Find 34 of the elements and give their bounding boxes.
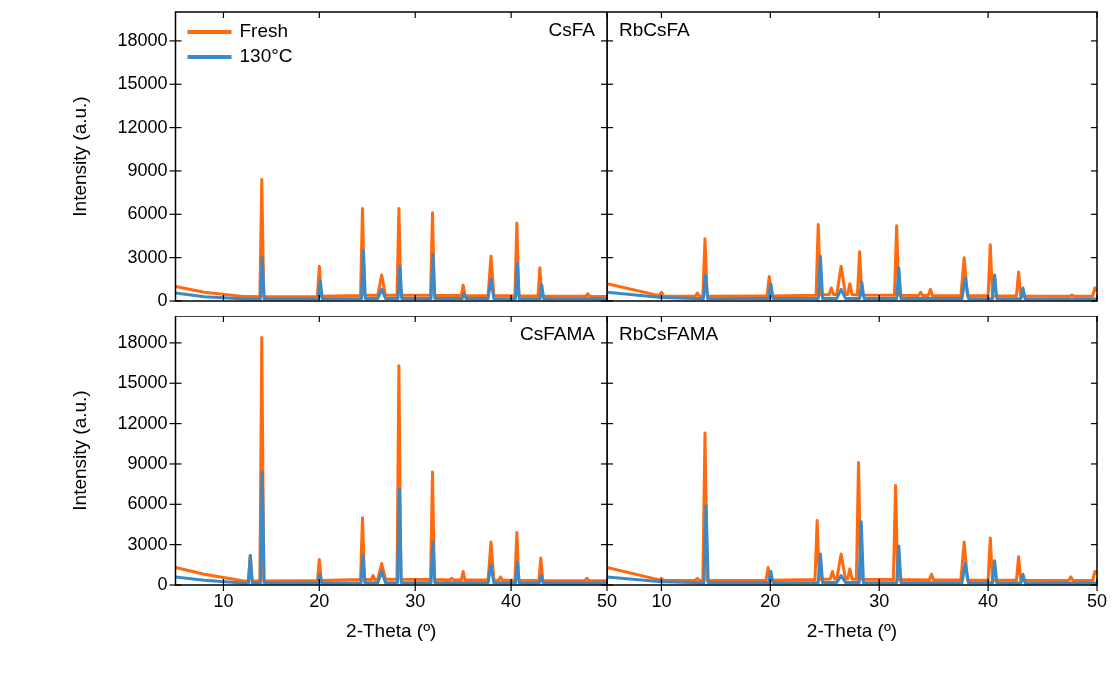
- x-tick-label: 50: [1086, 590, 1108, 611]
- x-axis-title: 2-Theta (º): [346, 619, 437, 641]
- x-tick-label: 20: [309, 590, 330, 611]
- annotation: RbCsFA: [619, 18, 691, 40]
- y-tick-label: 6000: [127, 493, 168, 514]
- y-tick-label: 6000: [127, 203, 168, 224]
- y-tick-label: 12000: [117, 412, 168, 433]
- y-tick-label: 0: [157, 289, 168, 310]
- y-tick-label: 9000: [127, 159, 168, 180]
- annotation: CsFAMA: [520, 322, 596, 344]
- legend-label: Fresh: [239, 20, 289, 42]
- annotation: CsFA: [548, 18, 596, 40]
- x-tick-label: 30: [405, 590, 426, 611]
- x-tick-label: 30: [869, 590, 890, 611]
- y-tick-label: 18000: [117, 331, 168, 352]
- y-axis-title: Intensity (a.u.): [68, 390, 90, 511]
- y-tick-label: 15000: [117, 73, 168, 94]
- y-tick-label: 0: [157, 573, 168, 594]
- annotation: RbCsFAMA: [619, 322, 719, 344]
- y-tick-label: 15000: [117, 372, 168, 393]
- y-tick-label: 9000: [127, 452, 168, 473]
- x-tick-label: 50: [596, 590, 618, 611]
- x-tick-label: 10: [213, 590, 234, 611]
- y-tick-label: 18000: [117, 29, 168, 50]
- x-tick-label: 10: [651, 590, 672, 611]
- x-tick-label: 40: [978, 590, 999, 611]
- x-axis-title: 2-Theta (º): [806, 619, 898, 641]
- x-tick-label: 40: [501, 590, 522, 611]
- y-tick-label: 3000: [127, 533, 168, 554]
- legend-label: 130°C: [239, 45, 293, 67]
- x-tick-label: 20: [760, 590, 781, 611]
- y-tick-label: 12000: [117, 116, 168, 137]
- y-axis-title: Intensity (a.u.): [68, 96, 90, 217]
- y-tick-label: 3000: [127, 246, 168, 267]
